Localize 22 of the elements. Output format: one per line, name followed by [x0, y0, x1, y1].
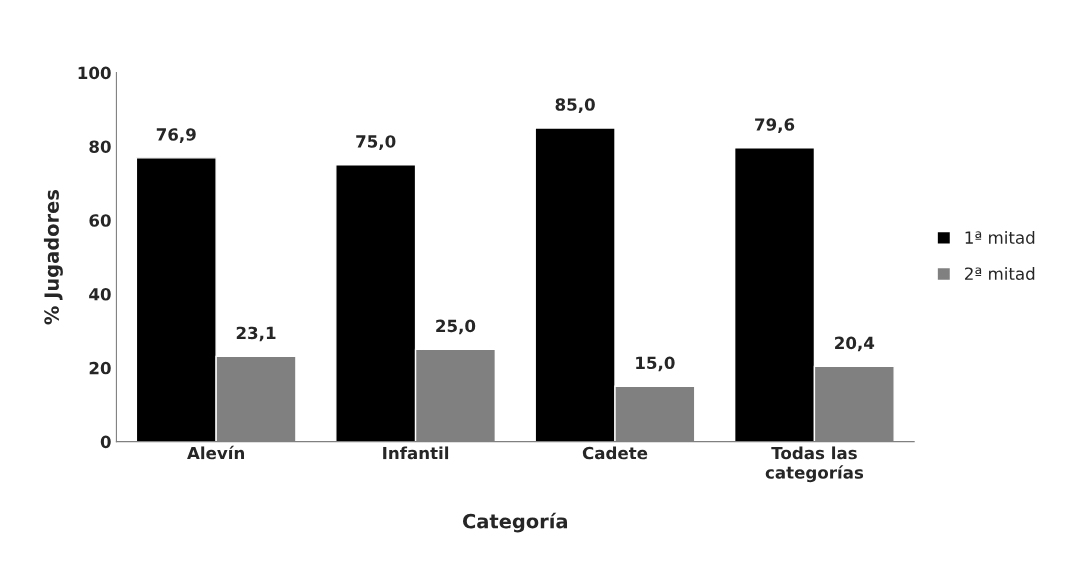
data-label: 76,9: [156, 128, 196, 143]
data-label: 75,0: [356, 135, 396, 150]
data-label: 20,4: [835, 336, 875, 352]
data-label: 25,0: [436, 319, 476, 335]
data-label: 85,0: [555, 98, 595, 113]
y-tick-label: 80: [89, 140, 111, 153]
y-tick-label: 100: [78, 66, 111, 80]
y-tick-label: 0: [100, 435, 111, 449]
data-label: 23,1: [236, 326, 276, 342]
y-axis-title: % Jugadores: [43, 190, 63, 325]
data-label: 15,0: [636, 356, 675, 372]
legend-label: 2ª mitad: [965, 267, 1035, 281]
legend-label: 1ª mitad: [965, 230, 1035, 244]
x-tick-label: Infantil: [383, 446, 449, 460]
x-tick-label: Todas las categorías: [765, 446, 864, 483]
data-label: 79,6: [755, 118, 795, 133]
y-tick-label: 40: [89, 287, 111, 301]
x-tick-label: Alevín: [187, 445, 245, 460]
x-axis-title: Categoría: [462, 512, 568, 533]
y-tick-label: 60: [89, 214, 111, 227]
x-tick-label: Cadete: [582, 446, 648, 460]
y-tick-label: 20: [89, 361, 111, 375]
